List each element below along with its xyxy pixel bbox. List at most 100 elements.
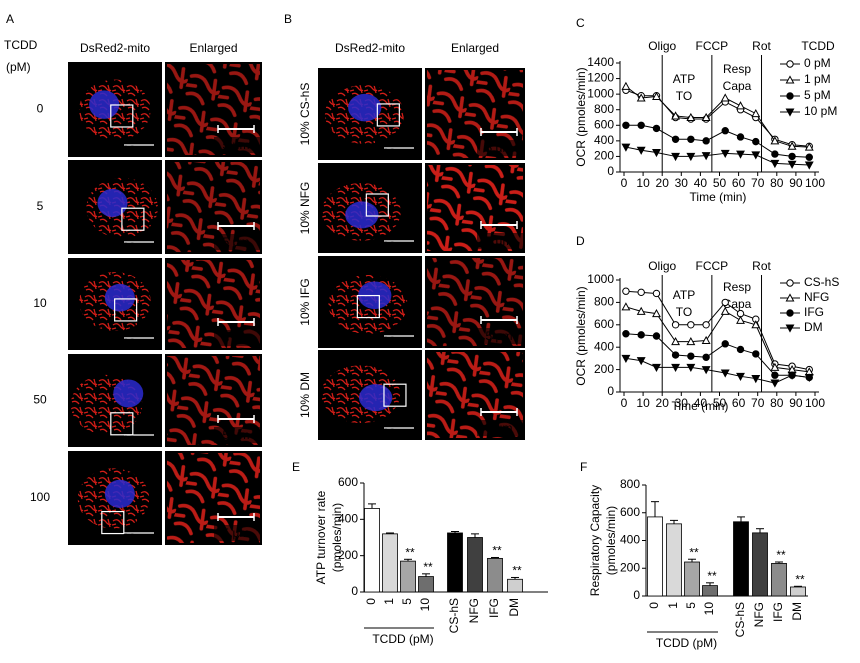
scale-label: 5 μm (486, 421, 513, 435)
scale-label: 5 μm (223, 428, 250, 442)
y-tick-label: 0 (351, 584, 358, 598)
data-point (736, 315, 745, 324)
series-line (625, 306, 810, 373)
row-label: 10% IFG (298, 278, 312, 325)
phase-label: ATP (673, 288, 695, 302)
significance: ** (423, 560, 433, 574)
scale-label-bg (477, 420, 523, 436)
x-tick-label: 40 (694, 176, 708, 190)
data-point (686, 112, 696, 121)
x-tick-label: NFG (752, 602, 766, 627)
y-tick-label: 600 (620, 505, 640, 519)
x-tick-label: 0 (364, 598, 378, 605)
data-point (622, 287, 630, 295)
phase-label: Capa (723, 297, 752, 311)
data-point (787, 371, 797, 380)
scale-label: 5 μm (223, 235, 250, 249)
group-label: TCDD (pM) (372, 632, 433, 646)
scale-label-bg (477, 233, 523, 249)
data-point (637, 288, 645, 297)
x-tick-label: 1 (666, 602, 680, 609)
panel-label: A (6, 12, 14, 26)
data-point (720, 306, 730, 315)
data-point (686, 152, 696, 162)
y-tick-label: 600 (594, 117, 614, 131)
x-tick-label: 100 (805, 176, 825, 190)
data-point (652, 91, 661, 100)
scale-label: 20 μm (382, 239, 416, 253)
roi-box (114, 298, 138, 322)
scale-label-bg (214, 137, 260, 153)
data-point (720, 369, 730, 378)
data-point (770, 362, 780, 371)
panel-label: B (284, 12, 292, 26)
x-tick-label: 50 (713, 176, 727, 190)
scale-label-bg (477, 328, 523, 344)
x-tick-label: 10 (702, 602, 716, 616)
scale-label: 5 μm (486, 141, 513, 155)
legend-marker (786, 309, 794, 317)
data-point (702, 321, 710, 329)
y-tick-label: 0 (607, 164, 614, 178)
legend-label: 1 pM (804, 72, 831, 86)
x-tick-label: 70 (751, 176, 765, 190)
event-label: Rot (752, 39, 771, 53)
phase-label: ATP (673, 72, 695, 86)
data-point (736, 101, 745, 110)
x-tick-label: IFG (771, 602, 785, 622)
x-tick-label: 1 (382, 598, 396, 605)
roi-box (365, 193, 389, 217)
data-point (770, 379, 780, 388)
x-tick-label: 10 (418, 598, 432, 612)
legend-label: DM (804, 320, 823, 334)
legend-label: CS-hS (804, 275, 839, 289)
nucleus (97, 188, 128, 218)
x-tick-label: 30 (675, 396, 689, 410)
significance: ** (776, 548, 786, 562)
event-label: FCCP (696, 39, 729, 53)
row-title: TCDD (4, 38, 38, 52)
row-label: 10% NFG (298, 182, 312, 235)
inset-label: TCDD 50pM (87, 355, 154, 369)
scale-label: 20 μm (122, 143, 156, 157)
bar (467, 537, 483, 593)
x-tick-label: 5 (684, 602, 698, 609)
nucleus (104, 479, 135, 508)
data-point (736, 345, 745, 354)
x-tick-label: 60 (732, 396, 746, 410)
data-point (736, 133, 745, 141)
panel-label: E (292, 460, 300, 474)
y-tick-label: 1400 (587, 55, 614, 69)
phase-label: Resp (723, 280, 751, 294)
bar (382, 533, 398, 593)
scale-label: 20 μm (382, 146, 416, 160)
data-point (771, 150, 779, 158)
y-tick-label: 200 (594, 362, 614, 376)
x-tick-label: CS-hS (733, 602, 747, 637)
bar (507, 578, 523, 593)
x-tick-label: 20 (656, 176, 670, 190)
data-point (701, 152, 711, 161)
panel-label: F (580, 460, 587, 474)
data-point (671, 336, 681, 346)
data-point (720, 93, 730, 102)
x-tick-label: CS-hS (447, 598, 461, 633)
event-label: Oligo (648, 39, 676, 53)
data-point (752, 350, 760, 358)
scale-label: 5 μm (486, 234, 513, 248)
y-axis-label: Respiratory Capacity (588, 485, 602, 596)
significance: ** (405, 545, 415, 559)
data-point (621, 81, 631, 90)
data-point (720, 149, 730, 158)
y-tick-label: 400 (338, 512, 358, 526)
roi-box (383, 383, 407, 407)
roi-box (110, 412, 134, 436)
data-point (636, 93, 646, 102)
bar (666, 523, 682, 597)
legend-marker (785, 324, 795, 333)
x-tick-label: 0 (621, 176, 628, 190)
x-tick-label: 0 (647, 602, 661, 609)
column-header: DsRed2-mito (335, 41, 405, 55)
x-tick-label: 10 (636, 176, 650, 190)
